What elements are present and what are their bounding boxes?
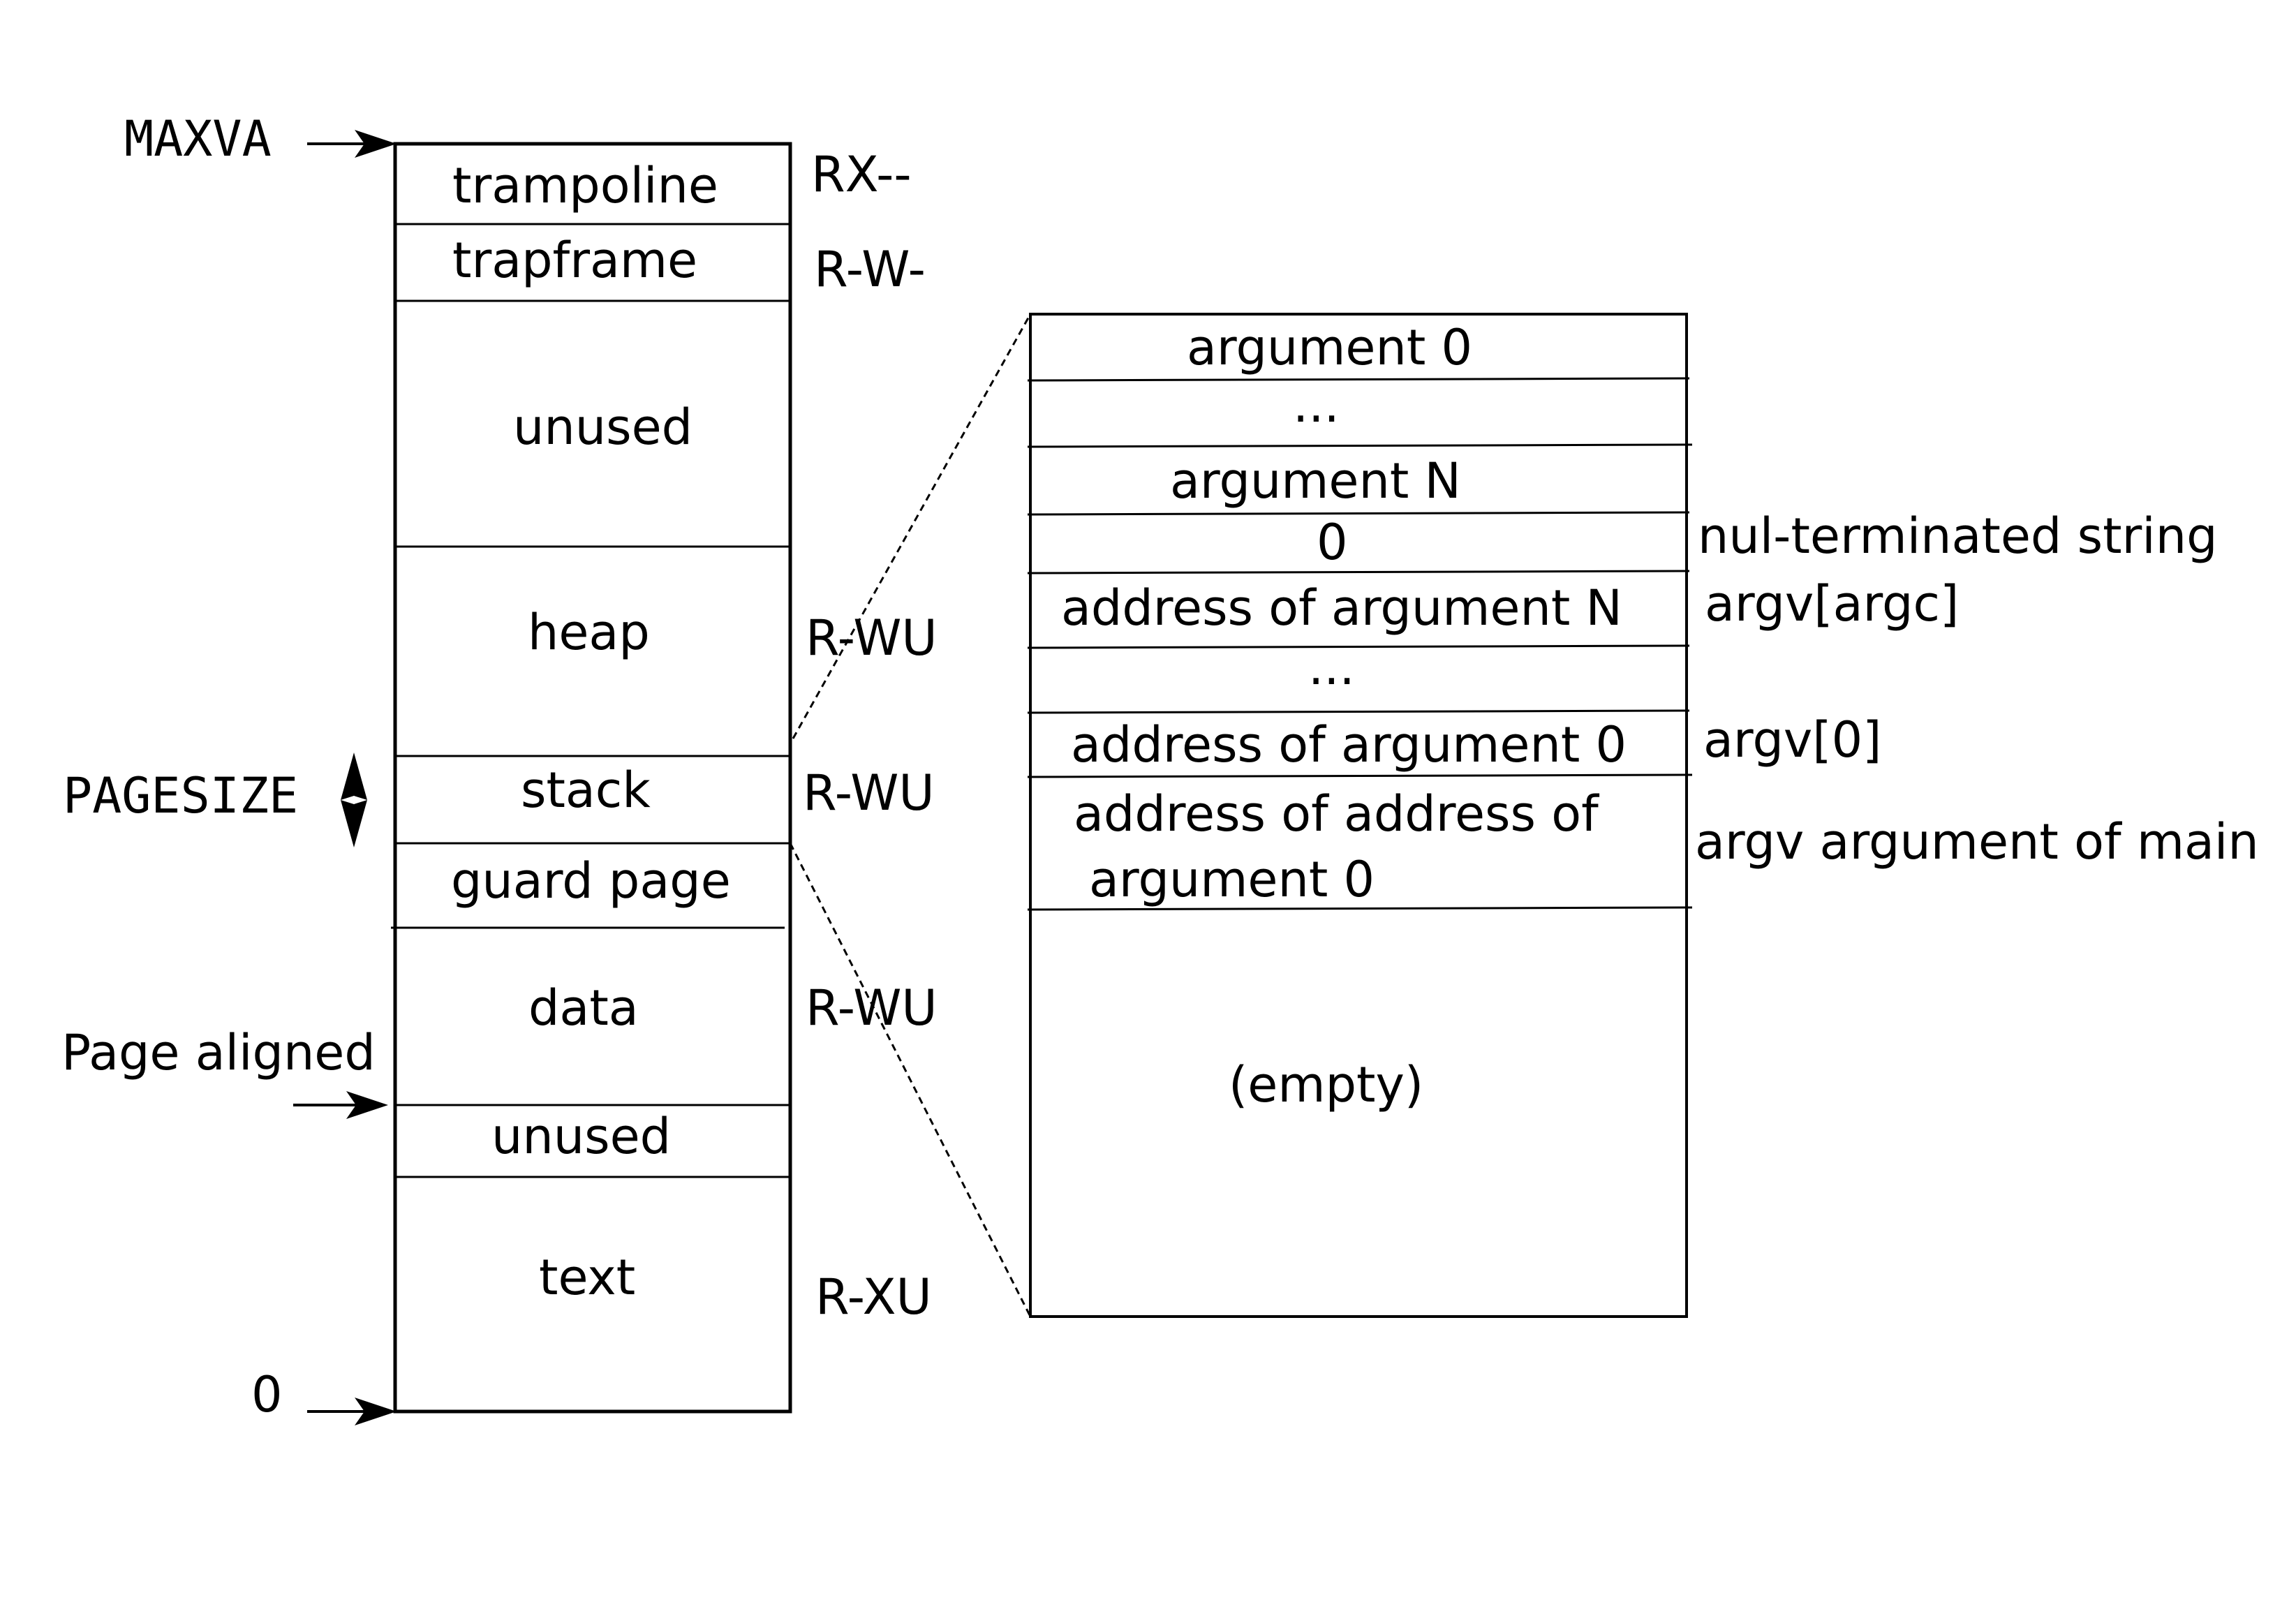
page-aligned-arrowhead xyxy=(346,1091,388,1119)
stack-row-divider xyxy=(1027,709,1690,714)
perm-text: R-XU xyxy=(815,1268,932,1326)
stack-row-ellipsis-middle: ... xyxy=(1308,639,1355,696)
segment-trapframe: trapframe xyxy=(452,232,697,289)
stack-row-divider xyxy=(1027,644,1690,649)
segment-guard-page: guard page xyxy=(451,852,731,910)
pagesize-arrow-down-icon xyxy=(341,800,367,847)
address-space: trampoline trapframe unused heap stack g… xyxy=(391,142,938,1414)
zero-arrowhead xyxy=(355,1398,397,1425)
stack-row-divider xyxy=(1027,377,1690,382)
perm-stack: R-WU xyxy=(803,764,935,822)
perm-trampoline: RX-- xyxy=(811,146,912,203)
stack-row-divider xyxy=(1027,511,1690,516)
note-argv-argument-of-main: argv argument of main xyxy=(1695,813,2259,870)
left-annotations: MAXVA PAGESIZE Page aligned 0 xyxy=(61,110,397,1425)
note-nul-terminated-string: nul-terminated string xyxy=(1698,507,2218,565)
zoom-connector-bottom xyxy=(789,843,1032,1317)
maxva-label: MAXVA xyxy=(124,110,272,168)
segment-trampoline: trampoline xyxy=(452,157,718,214)
perm-trapframe: R-W- xyxy=(814,241,926,298)
segment-heap: heap xyxy=(528,604,650,661)
note-argv-argc: argv[argc] xyxy=(1705,575,1959,632)
stack-row-divider xyxy=(1027,906,1693,911)
perm-data: R-WU xyxy=(806,979,938,1037)
stack-row-empty: (empty) xyxy=(1229,1056,1423,1113)
stack-row-address-of-address-line1: address of address of xyxy=(1074,785,1599,843)
stack-row-argument-n: argument N xyxy=(1170,452,1461,510)
maxva-arrowhead xyxy=(355,130,397,158)
pagesize-arrow-up-icon xyxy=(341,753,367,800)
zoom-connectors xyxy=(789,313,1032,1317)
stack-row-divider xyxy=(1027,773,1693,778)
segment-text: text xyxy=(539,1249,635,1306)
perm-heap: R-WU xyxy=(806,609,938,667)
stack-row-divider xyxy=(1027,443,1693,448)
stack-row-address-of-argument-n: address of argument N xyxy=(1061,579,1622,637)
pagesize-label: PAGESIZE xyxy=(63,767,298,824)
stack-row-address-of-address-line2: argument 0 xyxy=(1089,851,1375,908)
stack-detail-frame xyxy=(1029,313,1688,1318)
segment-stack: stack xyxy=(521,762,651,819)
segment-unused-bottom: unused xyxy=(491,1108,671,1165)
stack-row-ellipsis-top: ... xyxy=(1293,376,1340,433)
stack-row-address-of-argument-0: address of argument 0 xyxy=(1071,716,1627,773)
stack-detail: argument 0 ... argument N 0 address of a… xyxy=(1027,313,2259,1318)
page-aligned-label: Page aligned xyxy=(61,1024,376,1081)
segment-unused-top: unused xyxy=(513,399,692,456)
note-argv-0: argv[0] xyxy=(1703,711,1881,769)
segment-data: data xyxy=(528,979,639,1037)
stack-row-argument-0: argument 0 xyxy=(1187,319,1472,376)
zoom-connector-top xyxy=(792,313,1032,739)
stack-row-zero: 0 xyxy=(1317,514,1348,571)
address-space-frame xyxy=(393,142,792,1414)
zero-label: 0 xyxy=(251,1366,283,1423)
stack-row-divider xyxy=(1027,570,1690,575)
